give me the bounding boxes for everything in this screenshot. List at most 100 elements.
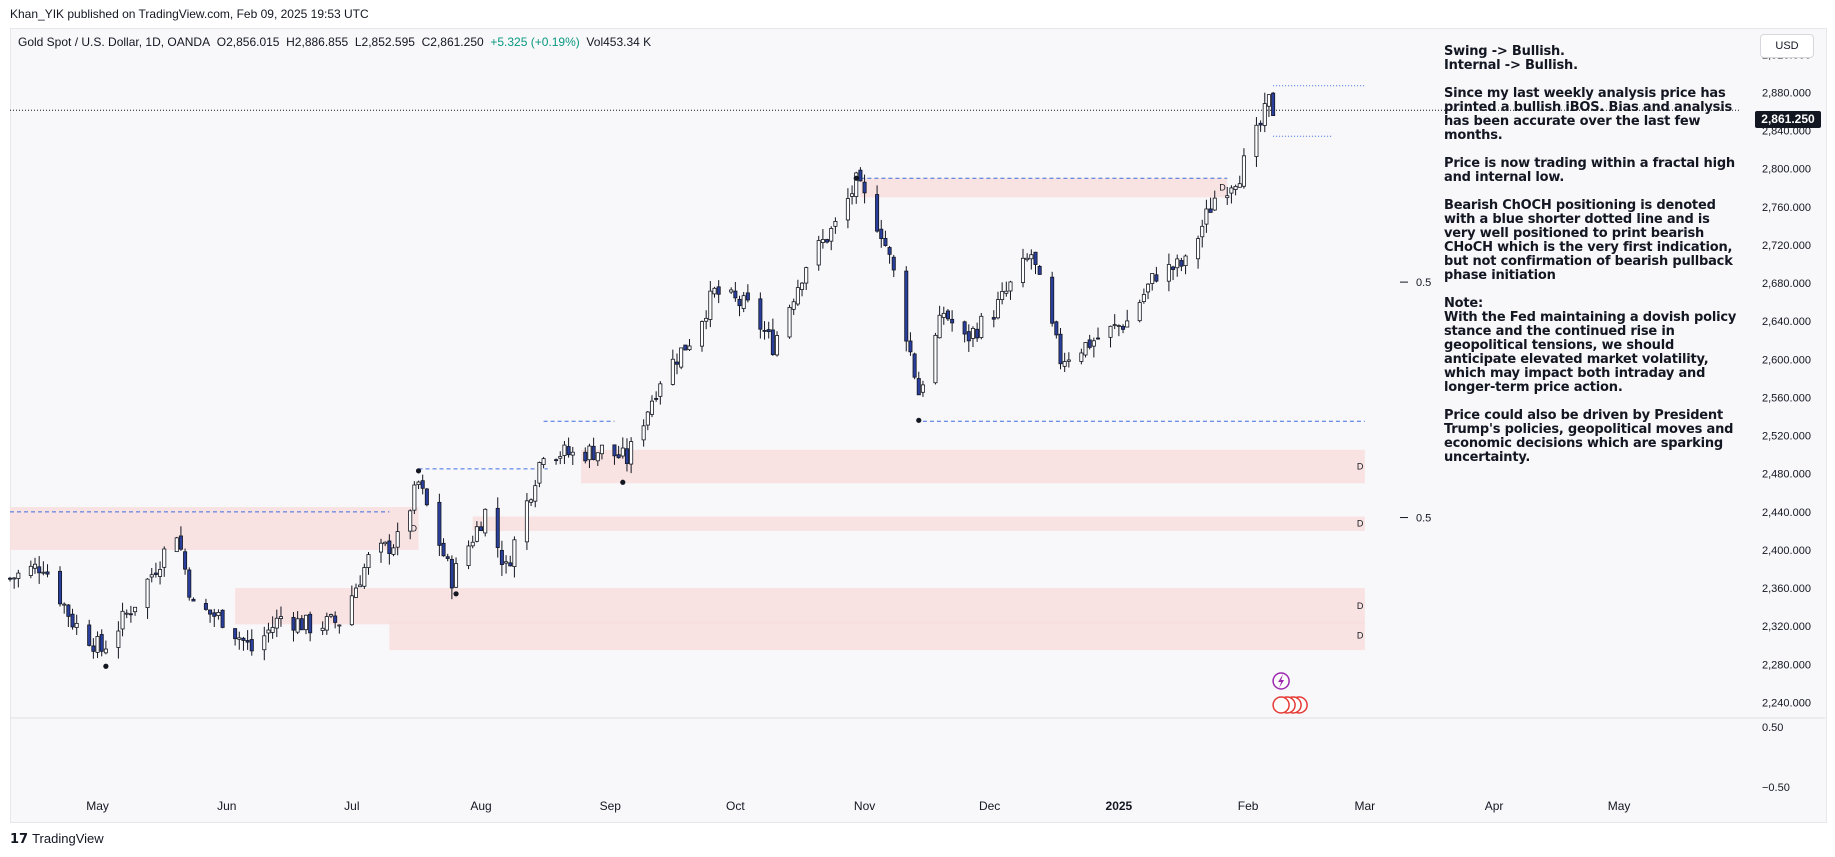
candle-body — [28, 565, 33, 576]
candle-body — [775, 335, 780, 356]
candle-body — [658, 383, 663, 397]
candle-body — [891, 256, 896, 271]
candle-body — [337, 624, 342, 627]
demand-zone — [10, 507, 419, 550]
candle-body — [362, 567, 367, 587]
candle-body — [1121, 325, 1126, 330]
candle-body — [766, 329, 771, 333]
candle-body — [187, 569, 192, 598]
candle-body — [1233, 186, 1238, 190]
candle-body — [145, 578, 150, 609]
candle-body — [758, 298, 763, 330]
price-tick-label: 2,520.000 — [1762, 431, 1811, 443]
candle-body — [1033, 251, 1038, 265]
price-tick-label: 2,400.000 — [1762, 545, 1811, 557]
candle-body — [800, 282, 805, 290]
candle-body — [970, 327, 975, 339]
candle-body — [770, 329, 775, 356]
candle-body — [58, 570, 63, 605]
symbol-legend[interactable]: Gold Spot / U.S. Dollar, 1D, OANDA O2,85… — [18, 35, 651, 49]
candle-body — [120, 610, 125, 630]
candle-body — [804, 267, 809, 284]
candle-body — [583, 451, 588, 462]
candle-body — [537, 462, 542, 484]
publish-info: Khan_YIK published on TradingView.com, F… — [10, 7, 369, 21]
time-tick-label: Feb — [1238, 799, 1259, 813]
candle-body — [16, 572, 21, 579]
note-paragraph: Swing -> Bullish. Internal -> Bullish. — [1444, 44, 1578, 73]
candle-body — [825, 239, 830, 243]
us-flag-icon — [1272, 696, 1290, 714]
candle-body — [424, 488, 429, 506]
candle-body — [99, 634, 104, 652]
symbol-name: Gold Spot / U.S. Dollar, 1D, OANDA — [18, 35, 211, 49]
volume-value: Vol453.34 K — [586, 35, 652, 49]
note-paragraph: Price is now trading within a fractal hi… — [1444, 156, 1735, 185]
candle-body — [962, 321, 967, 335]
time-tick-label: Aug — [470, 799, 491, 813]
candle-body — [1091, 340, 1096, 347]
swing-point — [853, 175, 859, 181]
currency-button[interactable]: USD — [1760, 34, 1814, 58]
candle-body — [87, 624, 92, 646]
ohlc-close: C2,861.250 — [421, 35, 484, 49]
candle-body — [178, 535, 183, 550]
price-axis: 2,920.0002,880.0002,840.0002,800.0002,76… — [10, 49, 1825, 794]
candle-body — [95, 636, 100, 653]
candle-body — [945, 310, 950, 320]
candle-body — [391, 547, 396, 555]
candle-body — [441, 542, 446, 557]
candle-body — [729, 289, 734, 293]
candle-body — [1229, 187, 1234, 194]
candle-body — [495, 507, 500, 548]
demand-zone-label: D — [1357, 601, 1364, 611]
candle-body — [1171, 266, 1176, 270]
candle-body — [554, 459, 559, 462]
candle-body — [700, 321, 705, 347]
chart-frame[interactable] — [10, 28, 1827, 823]
candle-body — [349, 595, 354, 626]
candle-body — [512, 539, 517, 568]
candle-body — [1054, 321, 1059, 336]
candle-body — [191, 598, 196, 602]
note-paragraph: Since my last weekly analysis price has … — [1444, 86, 1733, 143]
time-tick-label: 2025 — [1106, 799, 1133, 813]
candle-body — [1237, 183, 1242, 188]
level-lines: 0.5 0.5 — [10, 85, 1740, 525]
note-paragraph: Note: With the Fed maintaining a dovish p… — [1444, 296, 1737, 395]
candle-body — [541, 458, 546, 465]
candle-body — [704, 317, 709, 322]
price-tick-label: 2,800.000 — [1762, 164, 1811, 176]
candle-body — [687, 345, 692, 351]
candle-body — [291, 616, 296, 631]
candle-body — [850, 193, 855, 197]
candle-body — [529, 499, 534, 503]
candle-body — [566, 446, 571, 456]
candle-body — [353, 587, 358, 598]
candle-body — [37, 566, 42, 574]
candle-body — [616, 454, 621, 459]
price-tick-label: 2,760.000 — [1762, 202, 1811, 214]
candle-body — [950, 318, 955, 324]
analysis-notes: Swing -> Bullish. Internal -> Bullish. Sin… — [1444, 45, 1744, 479]
candle-body — [654, 398, 659, 400]
candle-body — [1262, 103, 1267, 126]
candle-body — [1096, 337, 1101, 340]
price-tick-label: 2,840.000 — [1762, 126, 1811, 138]
demand-zone-label: D — [411, 524, 418, 534]
time-tick-label: Dec — [979, 799, 1000, 813]
candle-body — [920, 384, 925, 393]
candle-body — [124, 612, 129, 615]
candle-body — [116, 630, 121, 648]
candle-body — [991, 317, 996, 320]
price-tick-label: 2,440.000 — [1762, 507, 1811, 519]
candle-body — [875, 194, 880, 232]
candle-body — [308, 613, 313, 634]
candle-body — [262, 635, 267, 651]
candle-body — [820, 239, 825, 243]
candle-body — [587, 445, 592, 461]
tradingview-footer[interactable]: 17 TradingView — [10, 831, 104, 847]
note-paragraph: Price could also be driven by President … — [1444, 408, 1734, 465]
publish-bar: Khan_YIK published on TradingView.com, F… — [0, 0, 1835, 26]
